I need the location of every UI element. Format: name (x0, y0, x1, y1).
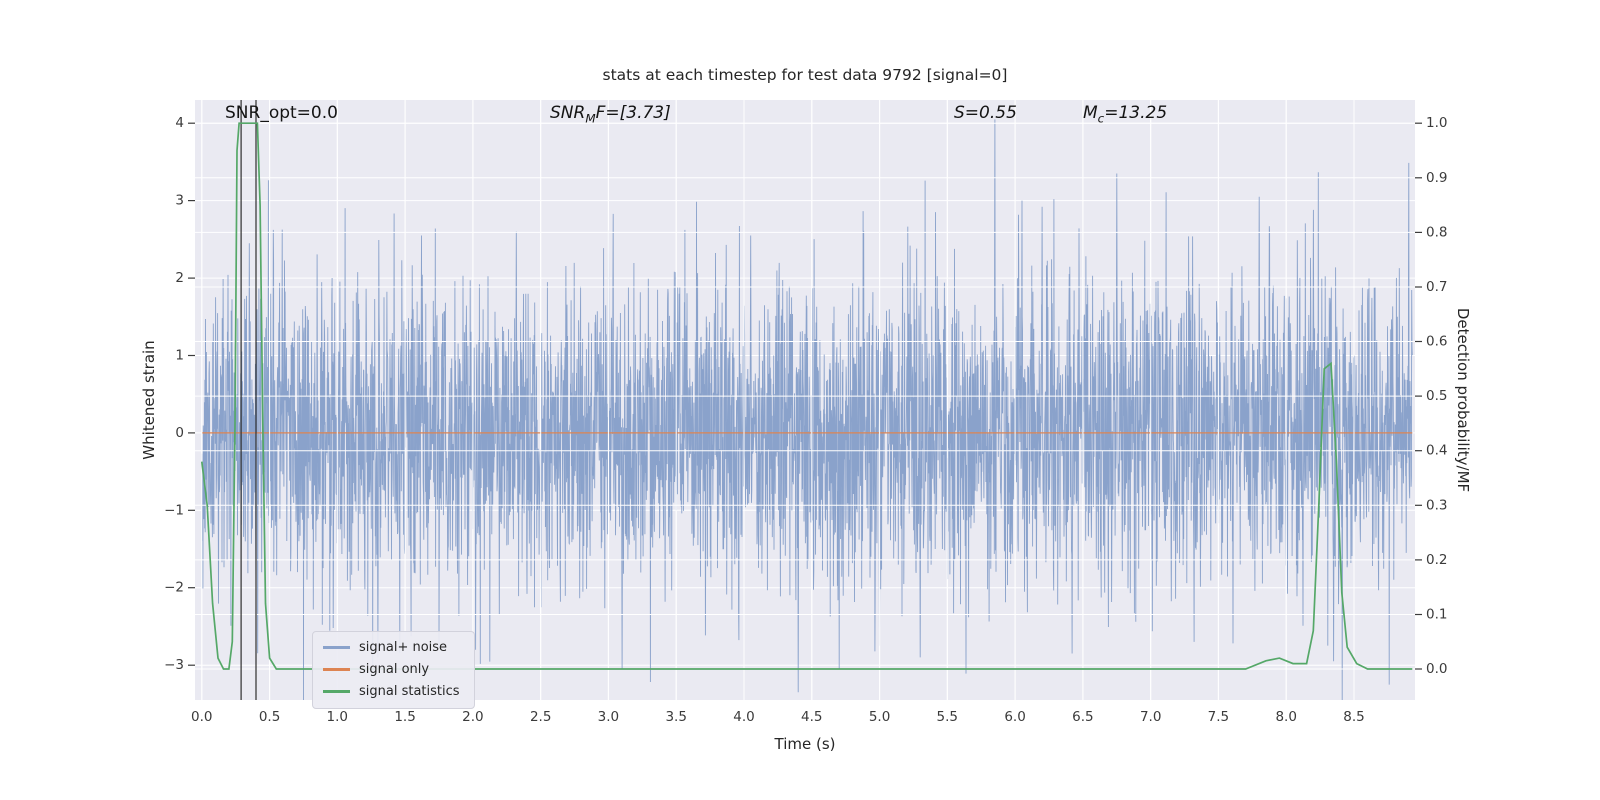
y-tick-label-right: 0.8 (1426, 224, 1447, 240)
legend-label: signal only (359, 662, 430, 677)
y-tick-label-right: 0.7 (1426, 279, 1447, 295)
annotation-text: =13.25 (1104, 103, 1168, 123)
y-tick-label-right: 0.4 (1426, 443, 1447, 459)
legend-swatch-signal-only (323, 668, 350, 671)
legend-item-signal-noise: signal+ noise (323, 640, 460, 655)
y-tick-label-right: 0.0 (1426, 661, 1447, 677)
x-tick-label: 1.0 (327, 709, 348, 725)
x-tick-label: 0.5 (259, 709, 280, 725)
y-tick-label-right: 0.5 (1426, 388, 1447, 404)
y-tick-label-right: 0.9 (1426, 170, 1447, 186)
annotation-text: S (954, 103, 965, 123)
x-tick-label: 4.0 (733, 709, 754, 725)
x-tick-label: 8.0 (1275, 709, 1296, 725)
x-tick-label: 7.0 (1140, 709, 1161, 725)
annotation-text: SNR (550, 103, 586, 123)
y-tick-label-left: −2 (164, 580, 184, 596)
y-tick-label-right: 0.1 (1426, 607, 1447, 623)
legend: signal+ noise signal only signal statist… (312, 631, 475, 709)
x-tick-label: 3.0 (598, 709, 619, 725)
signal-statistics-series (200, 122, 1413, 670)
x-tick-label: 0.0 (191, 709, 212, 725)
y-tick-label-left: 4 (175, 115, 184, 131)
x-tick-label: 3.5 (665, 709, 686, 725)
y-axis-label-right: Detection probability/MF (1454, 307, 1472, 493)
annotation-text: =0.55 (964, 103, 1017, 123)
annotation-snr-mf: SNRMF=[3.73] (550, 103, 671, 125)
chart-title: stats at each timestep for test data 979… (602, 66, 1008, 84)
y-tick-label-right: 0.2 (1426, 552, 1447, 568)
annotation-text: SNR_opt=0.0 (225, 103, 338, 123)
signal-noise-series (201, 119, 1413, 700)
y-tick-label-left: 3 (175, 193, 184, 209)
legend-label: signal statistics (359, 684, 460, 699)
y-tick-label-left: 1 (175, 348, 184, 364)
legend-label: signal+ noise (359, 640, 448, 655)
x-tick-label: 2.5 (530, 709, 551, 725)
annotation-sub: M (585, 111, 596, 126)
axis-ticks: −3 −2 −1 0 1 2 3 4 0.0 0.1 0.2 0.3 0.4 0.5 0.6 0.7 0.8 0.… (164, 115, 1447, 725)
y-tick-label-left: 0 (175, 425, 184, 441)
legend-item-signal-statistics: signal statistics (323, 684, 460, 699)
x-axis-label: Time (s) (774, 735, 836, 753)
annotation-sub: c (1097, 111, 1105, 126)
x-tick-label: 6.5 (1072, 709, 1093, 725)
y-axis-label-left: Whitened strain (140, 340, 158, 460)
annotation-snr-opt: SNR_opt=0.0 (225, 103, 338, 125)
y-tick-label-left: −3 (164, 657, 184, 673)
x-tick-label: 1.5 (394, 709, 415, 725)
y-tick-label-right: 1.0 (1426, 115, 1447, 131)
stats-layer (200, 122, 1413, 670)
annotation-s: S=0.55 (954, 103, 1017, 125)
x-tick-label: 5.0 (869, 709, 890, 725)
x-tick-label: 6.0 (1004, 709, 1025, 725)
y-tick-label-left: −1 (164, 502, 184, 518)
data-layer (201, 119, 1413, 700)
y-tick-label-left: 2 (175, 270, 184, 286)
y-tick-label-right: 0.3 (1426, 497, 1447, 513)
annotation-text: M (1083, 103, 1098, 123)
legend-swatch-signal-statistics (323, 690, 350, 693)
annotation-mc: Mc=13.25 (1083, 103, 1167, 125)
legend-item-signal-only: signal only (323, 662, 460, 677)
x-tick-label: 7.5 (1208, 709, 1229, 725)
legend-swatch-signal-noise (323, 646, 350, 649)
x-tick-label: 5.5 (937, 709, 958, 725)
x-tick-label: 8.5 (1343, 709, 1364, 725)
x-tick-label: 4.5 (801, 709, 822, 725)
y-tick-label-right: 0.6 (1426, 334, 1447, 350)
annotation-text: F=[3.73] (595, 103, 671, 123)
x-tick-label: 2.0 (462, 709, 483, 725)
